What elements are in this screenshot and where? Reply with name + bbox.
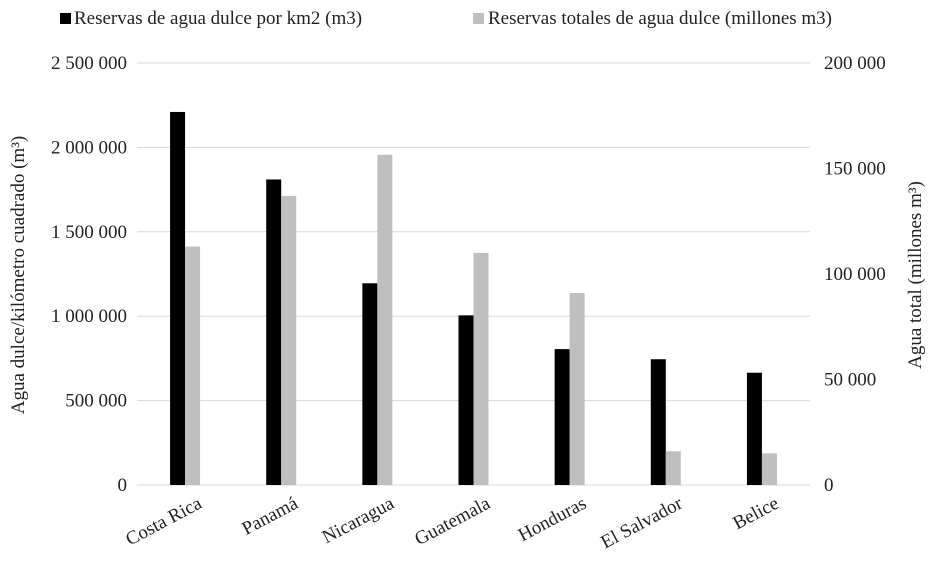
- left-tick-label: 0: [118, 475, 128, 496]
- right-tick-label: 200 000: [824, 53, 886, 74]
- bar-series-2: [473, 252, 489, 485]
- right-tick-label: 50 000: [824, 370, 876, 391]
- legend-swatch-series-2: [473, 13, 484, 24]
- category-labels: Costa Rica Panamá Nicaragua Guatemala Hondur…: [122, 493, 782, 554]
- bar-series-2: [665, 451, 681, 485]
- bar-series-2: [761, 453, 777, 485]
- bars: [170, 111, 777, 486]
- left-tick-label: 2 000 000: [51, 137, 127, 158]
- bar-series-2: [185, 246, 201, 485]
- category-label: El Salvador: [598, 493, 687, 554]
- left-tick-label: 1 000 000: [51, 306, 127, 327]
- category-label: Panamá: [239, 493, 302, 540]
- legend: Reservas de agua dulce por km2 (m3) Rese…: [60, 8, 832, 29]
- bar-series-1: [650, 359, 666, 485]
- bar-series-1: [362, 283, 378, 485]
- right-axis-title: Agua total (millones m³): [905, 181, 926, 369]
- left-tick-label: 500 000: [65, 391, 127, 412]
- right-tick-label: 0: [824, 475, 834, 496]
- category-label: Guatemala: [411, 493, 494, 550]
- bar-series-2: [377, 154, 393, 485]
- bar-series-1: [170, 111, 186, 486]
- right-tick-label: 100 000: [824, 264, 886, 285]
- left-tick-label: 1 500 000: [51, 222, 127, 243]
- bar-series-1: [458, 315, 474, 485]
- bar-series-1: [746, 372, 762, 485]
- left-axis-title: Agua dulce/kilómetro cuadrado (m³): [8, 136, 29, 414]
- legend-label-series-1: Reservas de agua dulce por km2 (m3): [74, 8, 362, 29]
- bar-series-1: [554, 349, 570, 485]
- left-tick-label: 2 500 000: [51, 53, 127, 74]
- category-label: Nicaragua: [319, 493, 398, 548]
- legend-swatch-series-1: [60, 13, 71, 24]
- category-label: Costa Rica: [122, 493, 206, 551]
- bar-series-2: [281, 195, 297, 485]
- right-axis-ticks: 0 50 000 100 000 150 000 200 000: [824, 53, 886, 496]
- bar-series-2: [569, 292, 585, 485]
- left-axis-ticks: 0 500 000 1 000 000 1 500 000 2 000 000 2 500…: [51, 53, 127, 496]
- legend-label-series-2: Reservas totales de agua dulce (millones…: [488, 8, 832, 29]
- category-label: Belice: [730, 493, 783, 534]
- right-tick-label: 150 000: [824, 159, 886, 180]
- bar-series-1: [266, 179, 282, 486]
- category-label: Honduras: [515, 493, 590, 546]
